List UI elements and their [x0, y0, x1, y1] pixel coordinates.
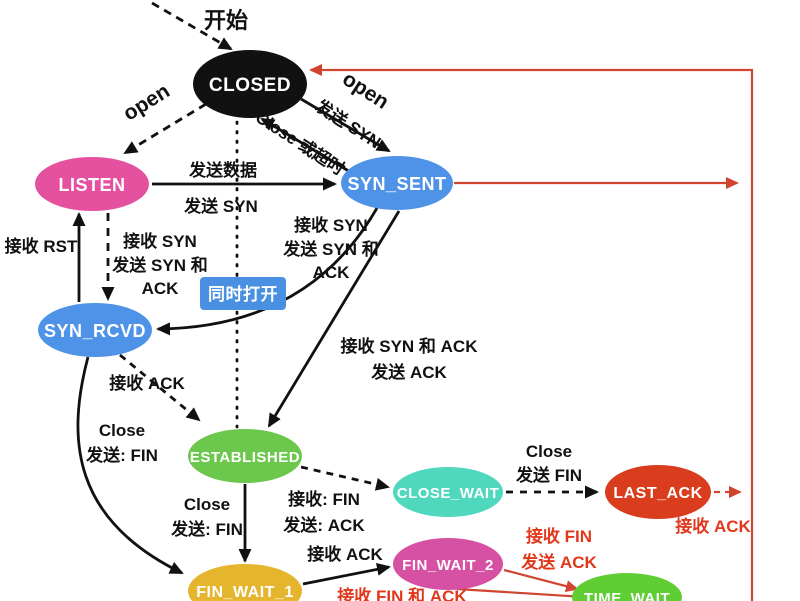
start-label: 开始 [204, 8, 248, 33]
red-recv-fin-send-ack-label: 接收 FIN 发送 ACK [520, 526, 597, 572]
established-ellipse [188, 429, 302, 483]
open-left-label: open [119, 79, 174, 125]
recv-syn-right-line1: 接收 SYN [294, 215, 368, 235]
syn-sent-label: SYN_SENT [347, 174, 446, 194]
state-fin-wait-2: FIN_WAIT_2 [393, 538, 503, 590]
state-established: ESTABLISHED [188, 429, 302, 483]
recv-syn-left-line1: 接收 SYN [123, 231, 197, 251]
edge-lastack-return-to-closed [309, 64, 754, 601]
syn-rcvd-ellipse [38, 303, 152, 357]
edge-finwait2-to-timewait [503, 568, 579, 593]
simultaneous-open-tag: 同时打开 [200, 277, 286, 310]
time-wait-ellipse [572, 573, 682, 601]
closed-label: CLOSED [209, 75, 291, 96]
edge-synsent-to-closed [260, 117, 353, 175]
last-ack-ellipse [605, 465, 711, 519]
red-recv-fin-line1: 接收 FIN [526, 526, 592, 546]
close-left-line1: Close [99, 421, 145, 440]
state-last-ack: LAST_ACK [605, 465, 711, 519]
recv-syn-left-line2: 发送 SYN 和 [111, 255, 207, 275]
time-wait-label: TIME_WAIT [584, 590, 670, 601]
closed-ellipse [193, 50, 307, 118]
listen-label: LISTEN [58, 175, 125, 195]
red-recv-fin-ack-label: 接收 FIN 和 ACK [337, 586, 467, 601]
close-mid-line2: 发送: FIN [170, 519, 243, 539]
open-right-label: open [338, 67, 393, 114]
close-right-line1: Close [526, 442, 572, 461]
fin-wait-2-label: FIN_WAIT_2 [402, 557, 494, 574]
state-fin-wait-1: FIN_WAIT_1 [188, 564, 302, 601]
edge-synsent-to-established [267, 210, 401, 428]
edge-closed-to-synsent [300, 97, 391, 153]
edge-closed-to-listen-open [123, 102, 207, 155]
recv-synack-line2: 发送 ACK [370, 362, 447, 382]
fin-wait-1-ellipse [188, 564, 302, 601]
red-recv-fin-line2: 发送 ACK [520, 552, 597, 572]
send-syn-label: 发送 SYN [183, 196, 258, 216]
established-label: ESTABLISHED [190, 449, 300, 466]
recv-syn-send-synack-right-label: 接收 SYN 发送 SYN 和 ACK [282, 215, 378, 282]
state-close-wait: CLOSE_WAIT [393, 467, 503, 517]
syn-rcvd-label: SYN_RCVD [44, 321, 146, 341]
last-ack-label: LAST_ACK [613, 485, 702, 502]
recv-syn-right-line2: 发送 SYN 和 [282, 239, 378, 259]
state-listen: LISTEN [35, 157, 149, 211]
close-send-fin-right-label: Close 发送 FIN [515, 442, 582, 485]
state-time-wait: TIME_WAIT [572, 573, 682, 601]
edge-established-to-closewait [300, 465, 390, 491]
recv-synack-send-ack-label: 接收 SYN 和 ACK 发送 ACK [341, 336, 479, 382]
recv-fin-line2: 发送: ACK [282, 515, 365, 535]
close-mid-line1: Close [184, 495, 230, 514]
edge-start-to-closed [151, 1, 233, 51]
syn-sent-ellipse [341, 156, 453, 210]
red-recv-ack-label: 接收 ACK [675, 516, 751, 536]
recv-rst-label: 接收 RST [5, 236, 78, 256]
close-right-line2: 发送 FIN [515, 465, 582, 485]
recv-ack-finwait-label: 接收 ACK [307, 544, 383, 564]
state-syn-sent: SYN_SENT [341, 156, 453, 210]
edge-synsent-to-synrcvd [156, 207, 379, 336]
listen-ellipse [35, 157, 149, 211]
recv-fin-send-ack-label: 接收: FIN 发送: ACK [282, 489, 365, 535]
edge-finwait1-to-finwait2 [302, 562, 391, 586]
fin-wait-2-ellipse [393, 538, 503, 590]
recv-syn-left-line3: ACK [142, 279, 180, 298]
close-send-fin-mid-label: Close 发送: FIN [170, 495, 243, 539]
recv-fin-line1: 接收: FIN [288, 489, 360, 509]
close-send-fin-left-label: Close 发送: FIN [85, 421, 158, 465]
state-syn-rcvd: SYN_RCVD [38, 303, 152, 357]
edge-synrcvd-to-established [119, 353, 201, 422]
recv-syn-right-line3: ACK [313, 263, 351, 282]
send-data-label: 发送数据 [188, 160, 257, 180]
close-wait-label: CLOSE_WAIT [397, 485, 500, 502]
recv-synack-line1: 接收 SYN 和 ACK [341, 336, 479, 356]
edge-synrcvd-to-finwait1 [76, 356, 184, 575]
state-closed: CLOSED [193, 50, 307, 118]
simultaneous-open-label: 同时打开 [208, 284, 278, 304]
simultaneous-open-rect [200, 277, 286, 310]
recv-ack-synrcvd-label: 接收 ACK [109, 373, 185, 393]
close-left-line2: 发送: FIN [85, 445, 158, 465]
fin-wait-1-label: FIN_WAIT_1 [196, 584, 293, 601]
recv-syn-send-synack-left-label: 接收 SYN 发送 SYN 和 ACK [111, 231, 207, 298]
close-wait-ellipse [393, 467, 503, 517]
